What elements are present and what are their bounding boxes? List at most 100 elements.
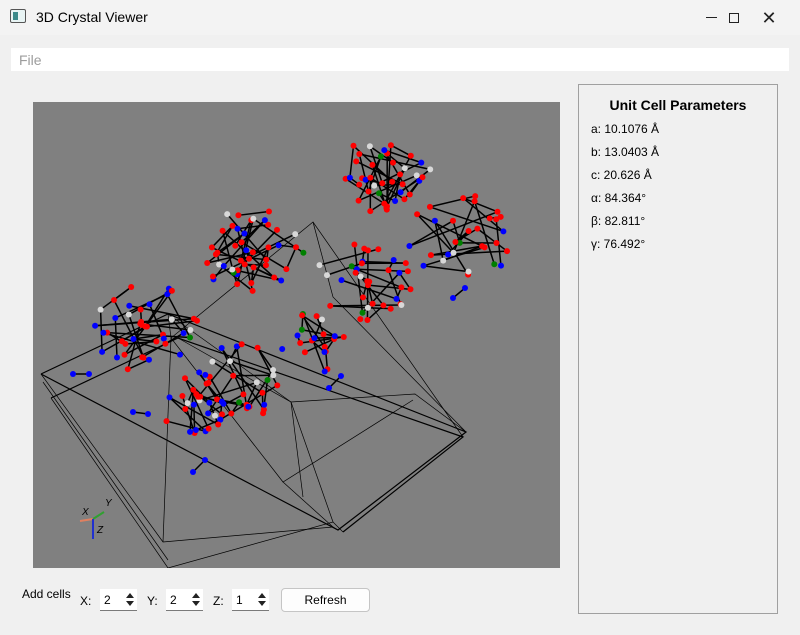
atom xyxy=(498,262,504,269)
atom xyxy=(300,249,307,256)
atom xyxy=(356,181,363,188)
atom xyxy=(70,371,76,377)
atom xyxy=(209,358,216,365)
atom xyxy=(240,391,247,398)
atom xyxy=(500,228,507,235)
menu-bar: File xyxy=(11,48,789,71)
atom xyxy=(427,252,434,259)
bond xyxy=(189,389,195,432)
atom xyxy=(212,412,218,419)
bond xyxy=(207,251,254,264)
atom xyxy=(298,326,305,333)
arrow-up-icon[interactable] xyxy=(126,593,134,598)
atom xyxy=(399,181,406,188)
atom xyxy=(299,312,306,319)
atom xyxy=(250,264,257,271)
x-cells-spinbox[interactable]: 2 xyxy=(100,589,137,611)
param-c: c: 20.626 Å xyxy=(591,168,652,182)
close-button[interactable]: ✕ xyxy=(746,0,792,35)
atom xyxy=(263,262,269,269)
atom xyxy=(355,197,362,204)
atom xyxy=(259,389,266,396)
atom xyxy=(426,203,433,210)
y-cells-stepper[interactable] xyxy=(189,589,203,610)
atom xyxy=(465,228,472,234)
refresh-button[interactable]: Refresh xyxy=(281,588,370,612)
atom xyxy=(182,375,188,382)
atom xyxy=(311,335,318,342)
atom xyxy=(241,230,248,237)
atom xyxy=(366,143,373,150)
atom xyxy=(100,329,107,336)
arrow-down-icon[interactable] xyxy=(126,601,134,606)
atom xyxy=(494,208,501,215)
atom xyxy=(472,193,479,200)
unit-cell-edge xyxy=(50,337,465,533)
atom xyxy=(350,142,357,149)
minimize-button[interactable] xyxy=(688,0,734,35)
arrow-down-icon[interactable] xyxy=(258,601,266,606)
atom xyxy=(283,266,290,273)
maximize-button[interactable] xyxy=(711,0,757,35)
atom xyxy=(190,401,197,408)
atom xyxy=(202,371,209,378)
bond xyxy=(434,220,469,276)
y-cells-spinbox[interactable]: 2 xyxy=(166,589,203,611)
atom xyxy=(404,268,411,275)
atom xyxy=(398,284,405,291)
atom xyxy=(481,244,488,251)
atom xyxy=(241,261,248,268)
bond xyxy=(123,290,173,356)
menu-file[interactable]: File xyxy=(19,52,42,68)
atom xyxy=(219,411,225,418)
atom xyxy=(294,332,301,339)
atom xyxy=(379,180,386,187)
atom xyxy=(193,391,200,398)
bond xyxy=(366,304,384,321)
atom xyxy=(431,217,438,224)
atom xyxy=(418,159,425,166)
atom xyxy=(92,322,99,329)
atom xyxy=(86,371,92,377)
atom xyxy=(460,195,467,202)
atom xyxy=(261,401,268,408)
window-title: 3D Crystal Viewer xyxy=(36,9,148,25)
arrow-up-icon[interactable] xyxy=(258,593,266,598)
atom xyxy=(326,385,332,391)
atom xyxy=(381,147,388,154)
atom xyxy=(209,273,216,280)
arrow-up-icon[interactable] xyxy=(192,593,200,598)
atom xyxy=(357,273,364,280)
atom xyxy=(367,208,374,215)
atom xyxy=(246,255,252,262)
x-cells-stepper[interactable] xyxy=(123,589,137,610)
z-cells-stepper[interactable] xyxy=(255,589,269,610)
bond xyxy=(349,145,355,178)
bond xyxy=(238,210,270,217)
atom xyxy=(387,305,394,312)
atom xyxy=(346,174,353,181)
atom xyxy=(245,403,252,410)
crystal-structure-render[interactable]: X Y Z xyxy=(33,102,560,568)
atom xyxy=(265,244,272,251)
arrow-down-icon[interactable] xyxy=(192,601,200,606)
bond xyxy=(221,347,265,410)
atom xyxy=(427,166,434,173)
bond xyxy=(128,314,145,358)
atom xyxy=(398,302,405,308)
atom xyxy=(407,152,414,159)
crystal-3d-viewport[interactable]: X Y Z xyxy=(33,102,560,568)
atom xyxy=(420,262,427,269)
z-cells-spinbox[interactable]: 1 xyxy=(232,589,269,611)
atom xyxy=(371,182,378,189)
bond xyxy=(430,250,508,256)
bond xyxy=(390,144,412,157)
atom xyxy=(227,358,233,365)
bond xyxy=(301,329,335,337)
atom xyxy=(413,172,420,179)
atom xyxy=(357,316,364,323)
bond xyxy=(304,338,335,353)
bond xyxy=(245,382,258,406)
x-cells-value: 2 xyxy=(104,593,111,607)
param-b: b: 13.0403 Å xyxy=(591,145,660,159)
